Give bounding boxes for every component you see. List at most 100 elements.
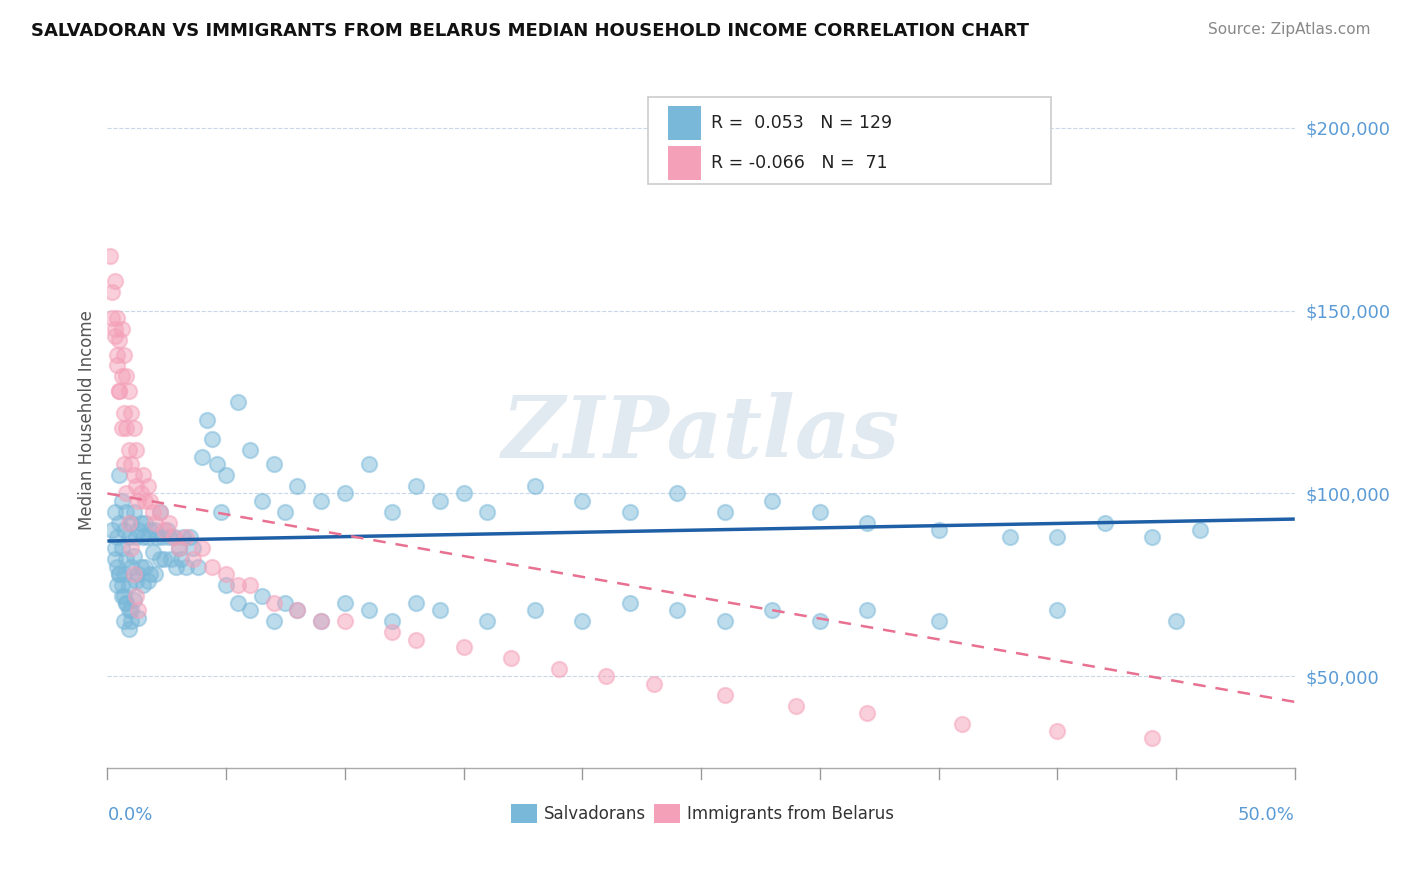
Point [172,530,194,544]
Point [122,468,145,483]
Point [174,530,197,544]
Point [111,541,134,556]
Point [285,603,308,617]
Point [714,615,737,629]
Point [120,406,142,420]
Point [136,530,159,544]
Point [111,493,134,508]
Text: ZIPatlas: ZIPatlas [502,392,900,476]
Point [139,523,162,537]
Point [1142,731,1164,746]
Text: Salvadorans: Salvadorans [544,805,647,822]
Point [115,420,138,434]
FancyBboxPatch shape [648,97,1052,184]
Point [153,552,176,566]
Point [118,578,141,592]
Point [111,589,134,603]
Point [808,505,831,519]
Point [127,603,149,617]
Point [714,505,737,519]
Point [120,541,142,556]
Point [108,516,131,530]
Point [120,615,142,629]
Point [122,505,145,519]
Point [226,395,249,409]
Point [226,578,249,592]
Point [118,530,141,544]
Point [761,493,783,508]
Point [122,549,145,563]
Point [523,603,546,617]
Point [666,486,689,500]
Point [120,603,142,617]
Point [149,552,172,566]
Point [453,486,475,500]
Point [619,505,641,519]
Point [127,493,149,508]
Text: SALVADORAN VS IMMIGRANTS FROM BELARUS MEDIAN HOUSEHOLD INCOME CORRELATION CHART: SALVADORAN VS IMMIGRANTS FROM BELARUS ME… [31,22,1029,40]
Point [333,596,356,610]
Point [115,596,138,610]
Point [643,676,665,690]
Point [112,615,135,629]
Point [132,468,155,483]
Point [108,333,131,347]
Point [153,523,176,537]
Point [120,516,142,530]
Point [405,632,427,647]
Point [115,369,138,384]
Point [195,413,218,427]
Point [118,442,141,457]
Point [170,552,193,566]
Point [156,523,179,537]
Point [333,615,356,629]
Point [1164,615,1187,629]
Point [501,651,523,665]
Point [143,523,166,537]
Point [856,516,879,530]
Point [666,603,689,617]
Point [127,611,149,625]
Point [263,457,285,471]
Point [405,596,427,610]
Point [105,347,128,361]
Point [808,615,831,629]
Point [950,716,973,731]
Point [167,541,190,556]
Point [181,541,204,556]
Bar [654,804,679,823]
Point [111,322,134,336]
Point [115,505,138,519]
Point [274,596,297,610]
Point [101,285,124,300]
Point [1094,516,1116,530]
Bar [668,146,702,180]
Bar [512,804,537,823]
Point [112,457,135,471]
Point [239,578,262,592]
Point [274,505,297,519]
Point [429,603,451,617]
Point [141,505,163,519]
Point [191,450,214,464]
Point [118,622,141,636]
Point [201,432,224,446]
Point [115,552,138,566]
Point [108,468,131,483]
Point [120,559,142,574]
Point [98,249,121,263]
Point [429,493,451,508]
Point [381,615,404,629]
Point [571,493,593,508]
Point [215,468,238,483]
Point [187,559,209,574]
Point [143,516,166,530]
Point [205,457,228,471]
Point [105,310,128,325]
Point [127,566,149,581]
Bar [668,106,702,140]
Point [239,603,262,617]
Text: 50.0%: 50.0% [1237,805,1295,824]
Point [856,603,879,617]
Point [928,523,950,537]
